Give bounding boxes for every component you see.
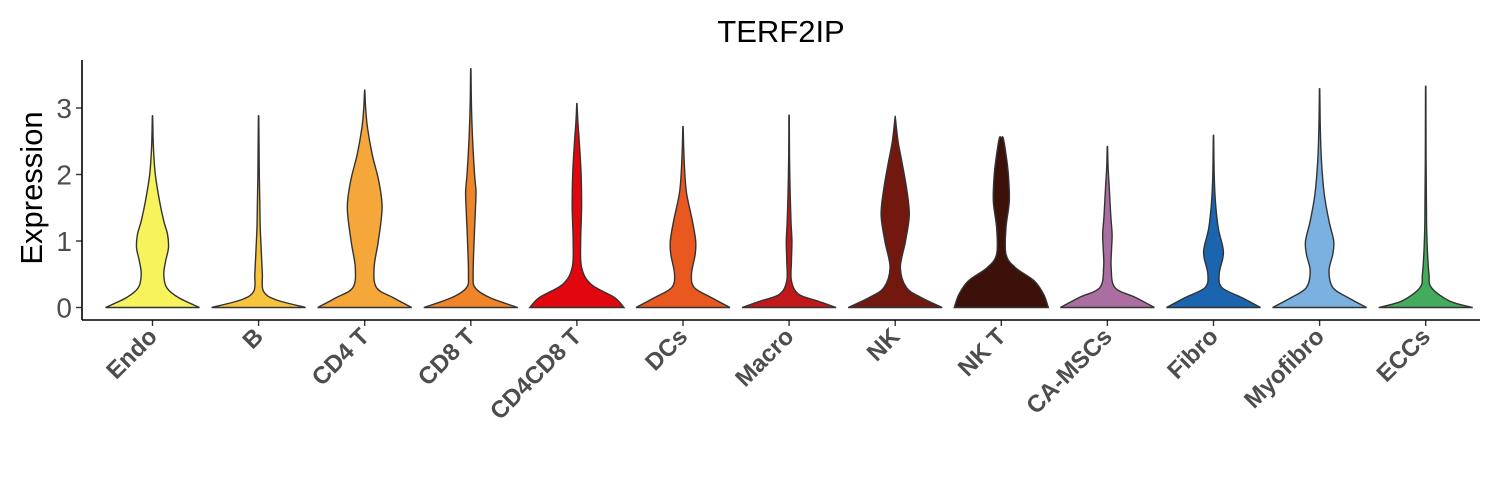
violin-cd8-t xyxy=(423,68,519,309)
chart-title: TERF2IP xyxy=(717,14,844,49)
violin-fibro xyxy=(1166,134,1261,309)
x-tick-label-b: B xyxy=(237,323,268,354)
violin-nk xyxy=(847,115,943,309)
violin-myofibro xyxy=(1272,87,1367,309)
violin-nk-t xyxy=(953,136,1050,309)
violin-cd4-t xyxy=(317,89,413,309)
x-axis-ticks: Endo B CD4 T CD8 T CD4CD8 T DCs Macro NK NK T CA-… xyxy=(101,320,1436,425)
violins-group xyxy=(105,68,1473,309)
violin-macro xyxy=(741,114,837,309)
x-tick-label-cd4cd8-t: CD4CD8 T xyxy=(485,323,587,425)
y-tick-label: 0 xyxy=(56,293,72,324)
x-tick-label-macro: Macro xyxy=(730,323,799,392)
x-tick-label-endo: Endo xyxy=(101,323,163,385)
x-tick-label-myofibro: Myofibro xyxy=(1239,323,1330,414)
violin-b xyxy=(211,115,306,309)
violin-cd4cd8-t xyxy=(528,102,626,309)
violin-dcs xyxy=(635,125,731,309)
x-tick-label-dcs: DCs xyxy=(640,323,693,376)
y-tick-label: 3 xyxy=(56,93,72,124)
violin-eccs xyxy=(1378,85,1473,309)
x-tick-label-cd8-t: CD8 T xyxy=(413,323,481,391)
x-tick-label-ca-mscs: CA-MSCs xyxy=(1021,323,1117,419)
x-tick-label-eccs: ECCs xyxy=(1372,323,1436,387)
y-tick-label: 2 xyxy=(56,160,72,191)
x-tick-label-cd4-t: CD4 T xyxy=(307,323,375,391)
x-tick-label-nk: NK xyxy=(862,323,906,367)
y-tick-label: 1 xyxy=(56,226,72,257)
y-axis-ticks: 0 1 2 3 xyxy=(56,93,82,324)
violin-endo xyxy=(105,115,200,309)
x-tick-label-fibro: Fibro xyxy=(1162,323,1224,385)
x-tick-label-nk-t: NK T xyxy=(953,323,1012,382)
y-axis-label: Expression xyxy=(14,111,49,264)
violin-ca-mscs xyxy=(1060,145,1155,309)
